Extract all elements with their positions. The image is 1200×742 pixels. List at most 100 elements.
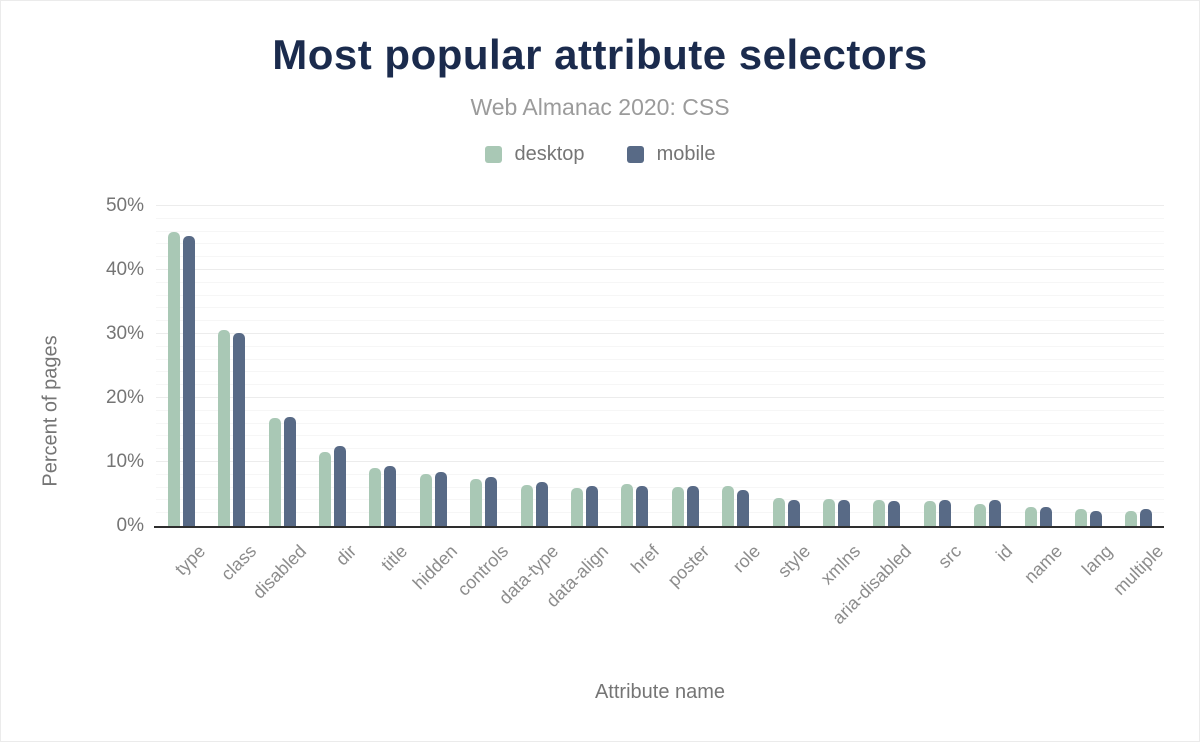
- x-category-label-title: title: [377, 541, 411, 575]
- gridline-20: [156, 397, 1164, 398]
- bar-desktop-style[interactable]: [772, 497, 785, 526]
- x-category-label-xmlns: xmlns: [817, 541, 865, 589]
- bar-desktop-data-type[interactable]: [520, 485, 533, 526]
- bar-mobile-src[interactable]: [938, 500, 951, 526]
- legend-label-mobile: mobile: [656, 143, 716, 165]
- bar-desktop-aria-disabled[interactable]: [873, 500, 886, 526]
- y-axis-title: Percent of pages: [39, 335, 62, 487]
- bar-mobile-xmlns[interactable]: [837, 499, 850, 526]
- bar-desktop-data-align[interactable]: [570, 487, 583, 526]
- legend-label-desktop: desktop: [514, 143, 585, 165]
- x-axis-line: [154, 526, 1164, 528]
- bar-desktop-lang[interactable]: [1075, 509, 1088, 526]
- mobile-swatch-icon: [626, 146, 644, 163]
- bar-desktop-poster[interactable]: [671, 486, 684, 526]
- bar-mobile-disabled[interactable]: [283, 417, 296, 526]
- x-category-label-role: role: [728, 541, 764, 577]
- bar-group-id: [963, 206, 1013, 526]
- gridline-42: [156, 256, 1164, 258]
- gridline-30: [156, 333, 1164, 334]
- bar-desktop-id[interactable]: [974, 503, 987, 526]
- plot-area: [154, 205, 1164, 528]
- bar-group-dir: [307, 206, 357, 526]
- x-axis-title: Attribute name: [594, 681, 726, 703]
- bar-group-hidden: [408, 206, 458, 526]
- bar-desktop-controls[interactable]: [470, 479, 483, 526]
- y-axis-ticks: 0% 10% 20% 30% 40% 50%: [1, 195, 144, 536]
- bar-desktop-role[interactable]: [722, 485, 735, 526]
- bar-group-src: [912, 206, 962, 526]
- gridline-26: [156, 358, 1164, 360]
- chart-subtitle: Web Almanac 2020: CSS: [470, 94, 730, 120]
- bar-mobile-role[interactable]: [737, 490, 750, 526]
- bar-mobile-data-align[interactable]: [585, 485, 598, 526]
- bar-mobile-href[interactable]: [636, 486, 649, 526]
- x-category-label-poster: poster: [663, 541, 714, 591]
- bar-group-class: [206, 206, 256, 526]
- gridline-28: [156, 345, 1164, 347]
- bar-desktop-multiple[interactable]: [1125, 510, 1138, 526]
- gridline-12: [156, 448, 1164, 450]
- bar-mobile-poster[interactable]: [686, 485, 699, 526]
- gridline-44: [156, 243, 1164, 245]
- gridline-14: [156, 435, 1164, 437]
- y-tick-label-10: 10%: [105, 451, 144, 472]
- gridline-8: [156, 473, 1164, 475]
- bar-group-data-type: [509, 206, 559, 526]
- x-category-label-src: src: [934, 541, 966, 573]
- y-tick-label-0: 0%: [116, 515, 144, 536]
- gridline-50: [156, 205, 1164, 206]
- desktop-swatch-icon: [484, 146, 502, 163]
- x-category-label-style: style: [773, 541, 815, 582]
- bar-group-title: [358, 206, 408, 526]
- bar-desktop-disabled[interactable]: [268, 417, 281, 526]
- legend-item-desktop[interactable]: desktop: [484, 143, 585, 166]
- bar-group-type: [156, 206, 206, 526]
- bar-desktop-type[interactable]: [167, 231, 180, 526]
- bar-desktop-xmlns[interactable]: [822, 499, 835, 526]
- bar-desktop-href[interactable]: [621, 484, 634, 526]
- x-category-label-dir: dir: [332, 541, 361, 570]
- bar-mobile-hidden[interactable]: [434, 471, 447, 526]
- bar-desktop-hidden[interactable]: [419, 474, 432, 526]
- bar-mobile-style[interactable]: [787, 499, 800, 526]
- gridline-6: [156, 486, 1164, 488]
- bar-group-multiple: [1114, 206, 1164, 526]
- gridline-18: [156, 409, 1164, 411]
- bar-desktop-title[interactable]: [369, 467, 382, 526]
- bar-mobile-multiple[interactable]: [1140, 509, 1153, 526]
- bar-group-href: [610, 206, 660, 526]
- gridline-10: [156, 461, 1164, 462]
- bar-mobile-type[interactable]: [182, 236, 195, 526]
- bar-mobile-title[interactable]: [384, 465, 397, 526]
- bar-mobile-dir[interactable]: [333, 446, 346, 526]
- bar-desktop-src[interactable]: [923, 501, 936, 526]
- gridline-4: [156, 499, 1164, 501]
- legend-item-mobile[interactable]: mobile: [626, 143, 716, 166]
- y-tick-label-20: 20%: [105, 387, 144, 408]
- bar-group-disabled: [257, 206, 307, 526]
- gridline-34: [156, 307, 1164, 309]
- bar-desktop-dir[interactable]: [318, 452, 331, 526]
- y-tick-label-40: 40%: [105, 259, 144, 280]
- bar-mobile-name[interactable]: [1039, 506, 1052, 526]
- x-category-label-id: id: [991, 541, 1016, 566]
- gridline-46: [156, 230, 1164, 232]
- gridline-32: [156, 320, 1164, 322]
- bar-group-lang: [1063, 206, 1113, 526]
- bar-mobile-id[interactable]: [989, 500, 1002, 526]
- y-tick-label-50: 50%: [105, 195, 144, 216]
- x-category-label-name: name: [1020, 541, 1067, 587]
- bar-mobile-controls[interactable]: [485, 477, 498, 526]
- bar-desktop-class[interactable]: [218, 330, 231, 526]
- bar-group-name: [1013, 206, 1063, 526]
- bar-mobile-aria-disabled[interactable]: [888, 501, 901, 526]
- bar-mobile-lang[interactable]: [1090, 511, 1103, 526]
- bar-desktop-name[interactable]: [1024, 507, 1037, 526]
- gridline-2: [156, 512, 1164, 514]
- bar-mobile-class[interactable]: [233, 332, 246, 526]
- bar-groups: [156, 206, 1164, 526]
- gridline-38: [156, 281, 1164, 283]
- bar-mobile-data-type[interactable]: [535, 481, 548, 526]
